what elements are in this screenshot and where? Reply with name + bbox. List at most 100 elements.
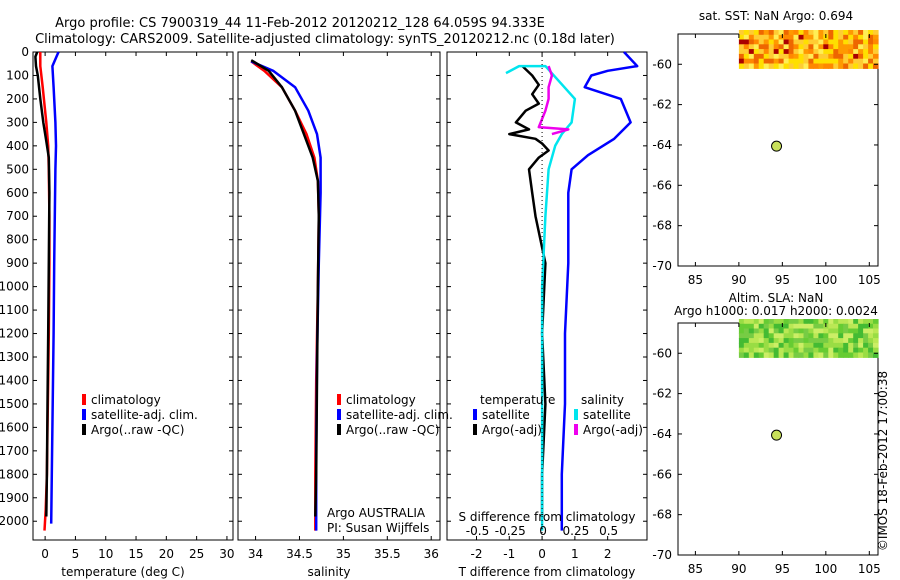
map-title: Altim. SLA: NaN	[729, 291, 824, 305]
field-cell	[843, 34, 849, 41]
field-cell	[793, 347, 800, 354]
x-tick-label: -1	[503, 547, 515, 561]
field-cell	[773, 49, 780, 55]
field-cell	[823, 347, 829, 354]
field-cell	[803, 352, 810, 358]
field-cell	[813, 49, 819, 55]
field-cell	[823, 328, 829, 334]
field-cell	[848, 352, 854, 358]
field-cell	[778, 34, 785, 41]
field-cell	[808, 338, 814, 344]
field-cell	[793, 319, 800, 325]
field-cell	[808, 49, 814, 55]
field-cell	[858, 338, 864, 344]
field-cell	[748, 30, 755, 36]
field-cell	[838, 30, 844, 36]
field-cell	[763, 39, 770, 45]
field-cell	[748, 34, 755, 41]
field-cell	[743, 338, 750, 344]
field-cell	[778, 328, 785, 334]
field-cell	[773, 34, 780, 41]
field-cell	[753, 44, 760, 50]
field-cell	[763, 323, 770, 330]
panel-frame	[446, 51, 648, 541]
x-axis-label: salinity	[307, 565, 350, 579]
x-tick-label: 35.5	[374, 547, 401, 561]
field-cell	[748, 338, 755, 344]
map-title: sat. SST: NaN Argo: 0.694	[699, 9, 853, 23]
x-tick-label: 36	[424, 547, 439, 561]
field-cell	[838, 319, 844, 325]
field-cell	[788, 342, 795, 349]
x-tick-label: 105	[858, 562, 881, 576]
field-cell	[798, 53, 805, 60]
field-cell	[788, 328, 795, 334]
field-cell	[833, 319, 839, 325]
field-cell	[803, 30, 810, 36]
field-cell	[853, 53, 859, 60]
field-cell	[753, 34, 760, 41]
figure-title-line1: Argo profile: CS 7900319_44 11-Feb-2012 …	[55, 16, 545, 31]
field-cell	[738, 34, 745, 41]
field-cell	[768, 63, 775, 69]
x-tick-label: 1	[571, 547, 579, 561]
field-cell	[793, 53, 800, 60]
x-tick-label: 90	[731, 273, 746, 287]
field-cell	[838, 323, 844, 330]
field-cell	[838, 333, 844, 339]
field-cell	[823, 333, 829, 339]
field-cell	[798, 342, 805, 349]
x-tick-label: -2	[471, 547, 483, 561]
field-cell	[833, 53, 839, 60]
y-tick-label: -66	[652, 178, 672, 192]
field-cell	[873, 34, 879, 41]
field-cell	[868, 352, 874, 358]
series-line-temperature-satellite	[560, 51, 639, 531]
field-cell	[753, 342, 760, 349]
field-cell	[823, 30, 829, 36]
field-cell	[763, 347, 770, 354]
legend-swatch	[574, 409, 578, 420]
field-cell	[848, 333, 854, 339]
field-cell	[838, 63, 844, 69]
field-cell	[783, 53, 790, 60]
field-cell	[843, 338, 849, 344]
annotation-text: PI: Susan Wijffels	[327, 521, 429, 535]
x-tick-label: 5	[72, 547, 80, 561]
field-cell	[738, 39, 745, 45]
series-line-argo-raw-qc-	[34, 51, 51, 517]
field-cell	[823, 53, 829, 60]
y-tick-label: 1200	[0, 327, 29, 341]
field-cell	[798, 49, 805, 55]
panel-frame	[237, 51, 441, 541]
field-cell	[818, 49, 824, 55]
field-cell	[748, 323, 755, 330]
field-cell	[858, 323, 864, 330]
field-cell	[823, 49, 829, 55]
field-cell	[758, 323, 765, 330]
field-cell	[788, 53, 795, 60]
y-tick-label: -62	[652, 98, 672, 112]
field-cell	[828, 338, 834, 344]
field-cell	[813, 34, 819, 41]
panel-difference: -2 -1 0 1 2 T difference from climatology -0.5…	[446, 51, 648, 579]
field-cell	[858, 39, 864, 45]
field-cell	[818, 63, 824, 69]
field-cell	[778, 352, 785, 358]
field-cell	[783, 49, 790, 55]
field-cell	[843, 49, 849, 55]
field-cell	[868, 44, 874, 50]
field-cell	[738, 58, 745, 65]
field-cell	[823, 39, 829, 45]
y-tick-label: -70	[652, 548, 672, 562]
field-cell	[858, 34, 864, 41]
field-cell	[793, 30, 800, 36]
x-axis-label: T difference from climatology	[458, 565, 636, 579]
y-tick-label: 600	[6, 186, 29, 200]
field-cell	[863, 63, 869, 69]
field-cell	[853, 342, 859, 349]
field-cell	[778, 342, 785, 349]
field-cell	[808, 53, 814, 60]
y-tick-label: 1400	[0, 373, 29, 387]
